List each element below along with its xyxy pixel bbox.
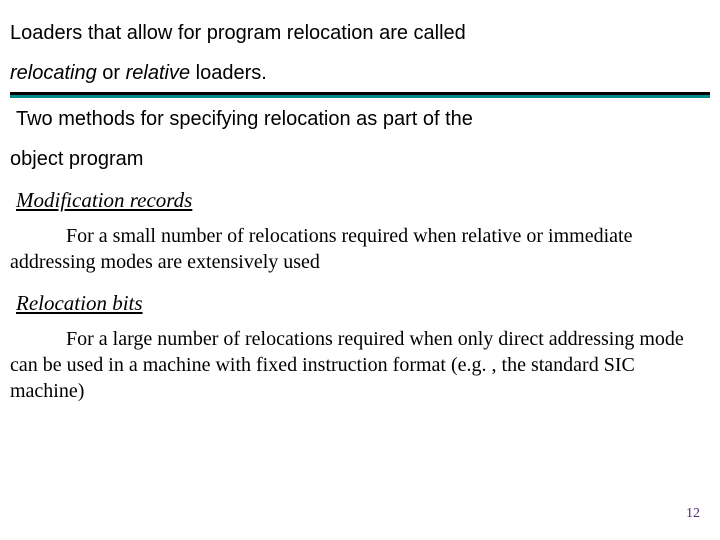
divider-bottom xyxy=(10,95,710,98)
intro-line-2-suffix: loaders. xyxy=(190,62,267,84)
page-number: 12 xyxy=(686,506,700,522)
term-relocating: relocating xyxy=(10,62,97,84)
intro-line-1: Loaders that allow for program relocatio… xyxy=(10,18,710,48)
intro-line-2: relocating or relative loaders. xyxy=(10,58,710,88)
body-relocation-bits: For a large number of relocations requir… xyxy=(10,326,710,404)
subhead-modification-records: Modification records xyxy=(10,188,710,213)
divider-rule xyxy=(10,92,710,98)
term-relative: relative xyxy=(126,62,190,84)
body-modification-records: For a small number of relocations requir… xyxy=(10,223,710,275)
subhead-relocation-bits: Relocation bits xyxy=(10,291,710,316)
methods-line-1: Two methods for specifying relocation as… xyxy=(10,104,710,134)
intro-line-2-mid: or xyxy=(97,62,126,84)
slide-content: Loaders that allow for program relocatio… xyxy=(0,0,720,430)
methods-line-2: object program xyxy=(10,144,710,174)
